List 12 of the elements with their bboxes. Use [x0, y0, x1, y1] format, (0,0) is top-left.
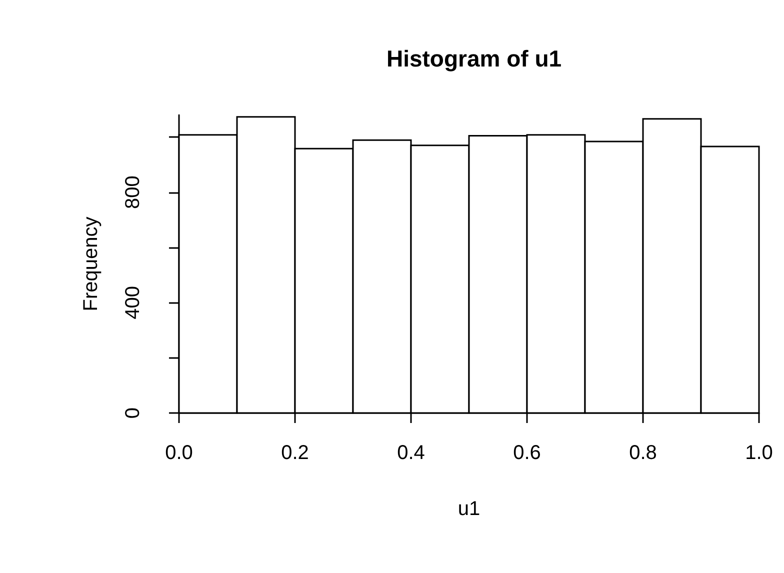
x-tick-label: 0.4 — [397, 442, 425, 464]
x-tick-label: 0.6 — [513, 442, 541, 464]
x-tick-label: 0.8 — [629, 442, 657, 464]
x-tick-label: 1.0 — [745, 442, 773, 464]
x-tick-label: 0.2 — [281, 442, 309, 464]
y-tick-label: 800 — [122, 176, 144, 209]
x-axis-title: u1 — [458, 498, 480, 520]
y-tick-label: 400 — [122, 286, 144, 320]
y-axis-title: Frequency — [80, 216, 102, 312]
chart-title: Histogram of u1 — [386, 46, 562, 72]
y-tick-label: 0 — [122, 407, 144, 419]
x-tick-label: 0.0 — [165, 442, 193, 464]
